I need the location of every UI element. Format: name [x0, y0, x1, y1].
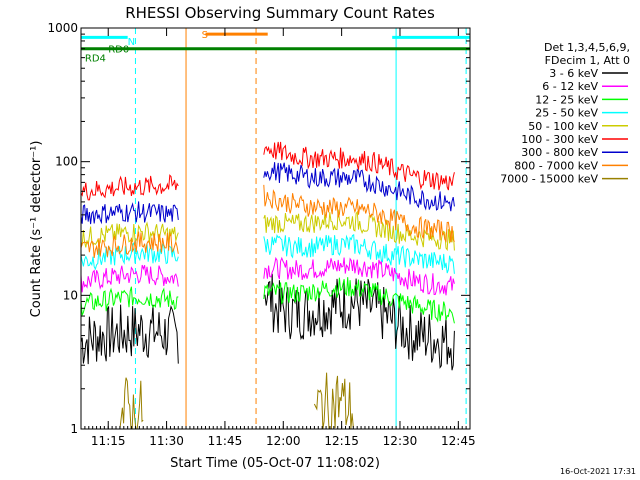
annotation-label-n: N — [128, 37, 135, 48]
series-line-7000-15000-kev-1 — [313, 372, 354, 430]
legend-label-12-25-kev: 12 - 25 keV — [535, 93, 598, 106]
legend-label-300-800-kev: 300 - 800 keV — [521, 146, 598, 159]
series-line-25-50-kev-0 — [80, 241, 179, 271]
series-line-100-300-kev-0 — [80, 174, 179, 201]
annotation-label-s: S — [202, 30, 208, 41]
series-line-50-100-kev-0 — [80, 221, 179, 248]
y-tick-label-2: 100 — [55, 155, 78, 169]
series-line-300-800-kev-1 — [263, 162, 455, 212]
series-line-50-100-kev-1 — [263, 209, 455, 252]
series-line-300-800-kev-0 — [80, 201, 179, 225]
legend-label-7000-15000-kev: 7000 - 15000 keV — [500, 173, 598, 186]
date-stamp: 16-Oct-2021 17:31 — [560, 467, 636, 476]
x-axis-label: Start Time (05-Oct-07 11:08:02) — [170, 456, 380, 471]
x-tick-label-2: 11:45 — [208, 434, 243, 448]
legend-label-6-12-kev: 6 - 12 keV — [542, 80, 598, 93]
legend-label-3-6-kev: 3 - 6 keV — [549, 67, 598, 80]
x-tick-label-3: 12:00 — [266, 434, 301, 448]
series-line-3-6-kev-1 — [263, 273, 455, 371]
chart-title: RHESSI Observing Summary Count Rates — [125, 4, 435, 22]
x-tick-label-0: 11:15 — [91, 434, 126, 448]
legend-label-800-7000-kev: 800 - 7000 keV — [514, 159, 598, 172]
legend-header-line-1: Det 1,3,4,5,6,9, — [544, 41, 630, 54]
legend-header-line-2: FDecim 1, Att 0 — [545, 54, 630, 67]
series-line-12-25-kev-1 — [263, 277, 455, 324]
legend-label-25-50-kev: 25 - 50 keV — [535, 107, 598, 120]
axis-ticks: 11:15 11:30 11:45 12:00 12:15 12:30 12:45 1 10 10… — [47, 21, 475, 448]
y-axis-label: Count Rate (s⁻¹ detector⁻¹) — [29, 141, 44, 318]
x-tick-label-6: 12:45 — [441, 434, 476, 448]
x-tick-label-4: 12:15 — [324, 434, 359, 448]
y-tick-label-0: 1 — [70, 422, 78, 436]
annotation-label-rd4: RD4 — [85, 54, 106, 65]
annotation-label-rd0: RD0 — [108, 45, 129, 56]
series-line-6-12-kev-1 — [263, 256, 455, 296]
legend-label-50-100-kev: 50 - 100 keV — [528, 120, 598, 133]
y-tick-label-3: 1000 — [47, 21, 78, 35]
y-tick-label-1: 10 — [63, 288, 78, 302]
x-tick-label-1: 11:30 — [149, 434, 184, 448]
series-line-12-25-kev-0 — [80, 286, 179, 317]
series-line-100-300-kev-1 — [263, 141, 455, 191]
plot-frame — [80, 27, 471, 430]
series-line-3-6-kev-0 — [80, 304, 179, 365]
series-line-25-50-kev-1 — [263, 233, 455, 274]
x-tick-label-5: 12:30 — [383, 434, 418, 448]
series-line-6-12-kev-0 — [80, 264, 179, 293]
series-line-800-7000-kev-1 — [263, 184, 455, 243]
legend-label-100-300-kev: 100 - 300 keV — [521, 133, 598, 146]
series-line-7000-15000-kev-0 — [119, 377, 144, 430]
series-line-800-7000-kev-0 — [80, 231, 179, 258]
